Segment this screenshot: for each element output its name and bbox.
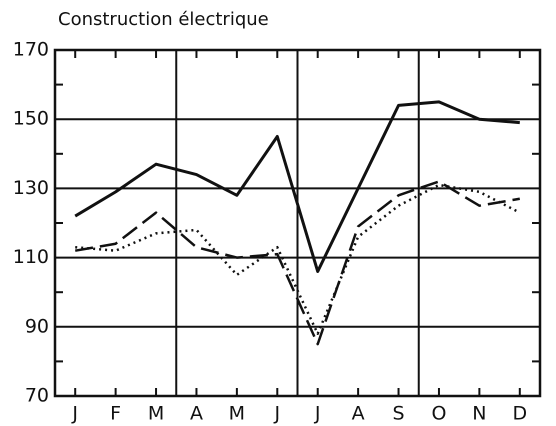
x-tick-label: F	[110, 403, 121, 425]
y-tick-label: 70	[25, 385, 49, 407]
y-tick-label: 110	[13, 246, 49, 268]
x-tick-label: A	[190, 403, 203, 425]
x-tick-label: M	[148, 403, 164, 425]
x-tick-label: A	[352, 403, 365, 425]
y-tick-label: 130	[13, 177, 49, 199]
x-tick-label: N	[472, 403, 486, 425]
y-tick-label: 170	[13, 39, 49, 61]
data-line	[74, 100, 520, 273]
x-tick-label: O	[431, 403, 446, 425]
x-tick-label: S	[393, 403, 405, 425]
x-tick-label: J	[71, 403, 78, 425]
y-tick-label: 90	[25, 315, 49, 337]
y-tick-label: 150	[13, 108, 49, 130]
x-tick-label: J	[314, 403, 321, 425]
data-line	[74, 180, 521, 346]
x-tick-label: M	[229, 403, 245, 425]
x-tick-label: J	[273, 403, 280, 425]
data-line	[75, 183, 521, 335]
x-tick-label: D	[512, 403, 527, 425]
chart-title: Construction électrique	[58, 9, 269, 30]
